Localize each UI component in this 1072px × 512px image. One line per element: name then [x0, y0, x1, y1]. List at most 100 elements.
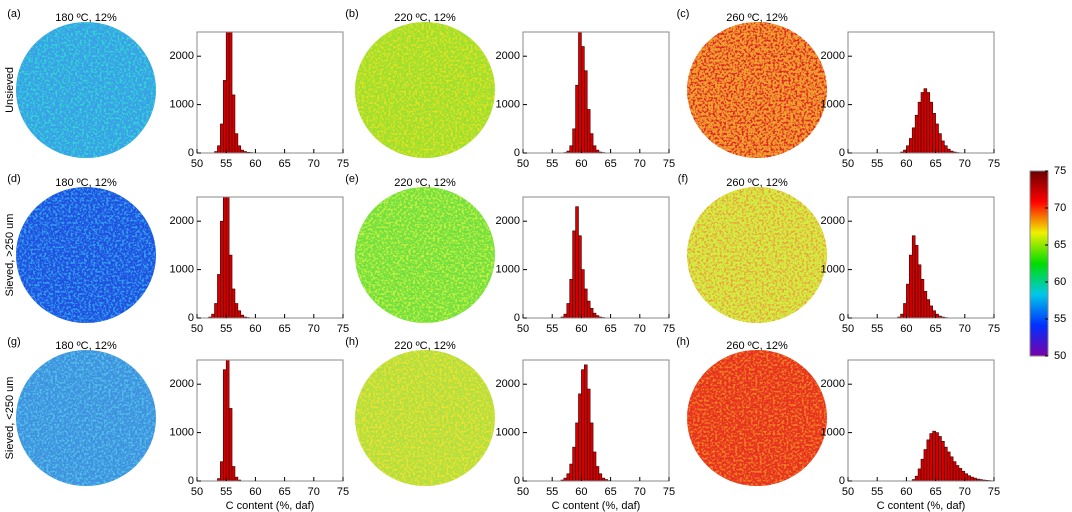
colorbar-tick-label: 65 — [1054, 239, 1066, 251]
x-tick-label: 50 — [517, 486, 529, 498]
colorbar-tick-label: 60 — [1054, 276, 1066, 288]
map-speckle — [16, 350, 156, 486]
bar — [589, 308, 594, 318]
bar — [929, 305, 933, 318]
bar — [237, 310, 242, 318]
bar — [586, 300, 591, 318]
map-speckle — [355, 187, 495, 323]
bar — [598, 473, 603, 481]
bar — [900, 313, 904, 318]
colorbar-tick-label: 70 — [1054, 202, 1066, 214]
y-tick-label: 0 — [188, 475, 194, 487]
x-tick-label: 75 — [663, 158, 675, 170]
x-tick-label: 60 — [249, 486, 261, 498]
bar — [211, 313, 215, 318]
bar — [935, 123, 939, 153]
y-tick-label: 2000 — [170, 215, 194, 227]
bar — [920, 458, 925, 481]
map-speckle — [16, 187, 156, 323]
bar — [941, 441, 945, 481]
plot-frame — [196, 31, 344, 154]
x-tick-label: 55 — [546, 486, 558, 498]
bar — [586, 388, 591, 481]
x-tick-label: 50 — [842, 486, 854, 498]
bars — [560, 206, 606, 318]
bar — [935, 432, 939, 481]
x-tick-label: 75 — [988, 158, 1000, 170]
bar — [569, 145, 573, 153]
y-tick-label: 1000 — [821, 99, 845, 111]
bar — [917, 264, 922, 318]
bar — [220, 220, 224, 318]
y-tick-label: 0 — [188, 147, 194, 159]
bar — [225, 197, 230, 318]
bar — [906, 283, 910, 318]
x-tick-label: 75 — [663, 323, 675, 335]
x-tick-label: 60 — [900, 158, 912, 170]
x-tick-label: 75 — [663, 486, 675, 498]
bar — [914, 475, 919, 481]
bar — [575, 206, 579, 318]
x-tick-label: 65 — [604, 158, 616, 170]
y-tick-label: 0 — [514, 147, 520, 159]
y-tick-label: 1000 — [821, 427, 845, 439]
x-tick-label: 65 — [929, 323, 941, 335]
y-tick-label: 2000 — [821, 215, 845, 227]
bar — [589, 133, 594, 153]
bars — [214, 32, 256, 153]
x-tick-label: 65 — [929, 486, 941, 498]
y-tick-label: 2000 — [496, 50, 520, 62]
x-tick-label: 65 — [929, 158, 941, 170]
x-axis-label: C content (%, daf) — [877, 500, 966, 512]
bar — [231, 466, 236, 481]
bar — [946, 148, 951, 153]
y-tick-label: 0 — [514, 312, 520, 324]
x-tick-label: 75 — [337, 323, 349, 335]
y-tick-label: 2000 — [170, 378, 194, 390]
y-tick-label: 2000 — [170, 50, 194, 62]
bar — [914, 245, 919, 318]
bar — [228, 254, 233, 318]
bar — [217, 274, 221, 318]
x-tick-label: 70 — [959, 486, 971, 498]
bar — [932, 430, 936, 481]
bar — [920, 278, 925, 318]
map-speckle — [355, 22, 495, 158]
bar — [222, 369, 227, 481]
bar — [911, 127, 916, 153]
colorbar-tick-label: 55 — [1054, 313, 1066, 325]
bar — [234, 303, 239, 318]
map-title: 260 ºC, 12% — [726, 340, 788, 352]
bar — [589, 422, 594, 481]
map-title: 180 ºC, 12% — [55, 340, 117, 352]
x-tick-label: 65 — [278, 486, 290, 498]
plot-frame — [522, 359, 670, 482]
x-tick-label: 50 — [842, 158, 854, 170]
bar — [949, 456, 954, 481]
bar — [214, 303, 218, 318]
bar — [234, 133, 239, 153]
x-tick-label: 65 — [278, 158, 290, 170]
y-tick-label: 0 — [514, 475, 520, 487]
y-tick-label: 1000 — [821, 264, 845, 276]
bar — [240, 314, 245, 318]
bar — [225, 360, 230, 481]
bar — [578, 32, 582, 153]
bar — [592, 145, 597, 153]
x-tick-label: 60 — [249, 158, 261, 170]
map-speckle — [687, 187, 827, 323]
bar — [944, 446, 948, 481]
plot-frame — [522, 31, 670, 154]
bar — [926, 299, 931, 318]
bar — [938, 436, 942, 481]
bar — [572, 446, 576, 481]
colorbar — [1029, 170, 1049, 357]
panel-label: (c) — [677, 8, 690, 20]
bars — [208, 197, 250, 318]
bar — [578, 235, 582, 318]
bar — [955, 465, 960, 481]
x-tick-label: 55 — [220, 323, 232, 335]
y-tick-label: 1000 — [170, 264, 194, 276]
y-tick-label: 0 — [839, 147, 845, 159]
bar — [581, 46, 585, 153]
